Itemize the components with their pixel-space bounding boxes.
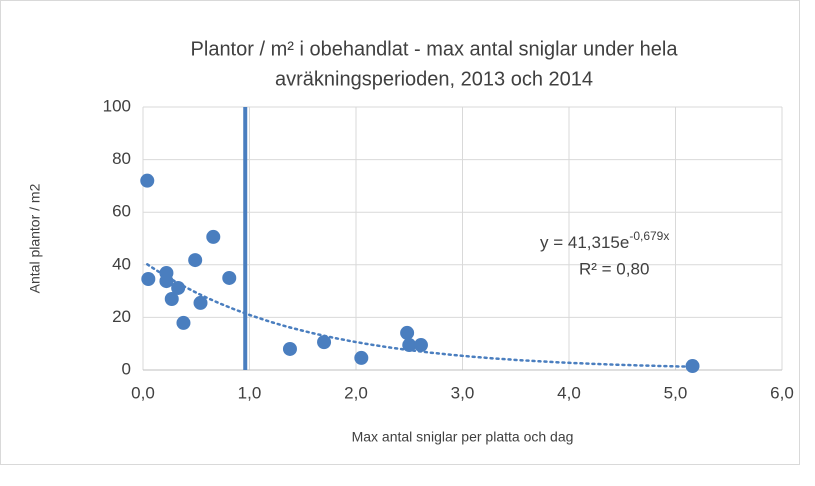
scatter-point <box>282 341 297 356</box>
x-tick-label: 3,0 <box>451 383 475 402</box>
chart-border <box>0 0 800 465</box>
scatter-point <box>164 291 179 306</box>
x-tick-label: 4,0 <box>557 383 581 402</box>
x-axis-label: Max antal sniglar per platta och dag <box>352 429 574 445</box>
scatter-point <box>402 338 417 353</box>
scatter-point <box>400 325 415 340</box>
scatter-point <box>222 270 237 285</box>
scatter-point <box>188 253 203 268</box>
y-axis-label: Antal plantor / m2 <box>27 183 43 293</box>
equation-exponent: -0,679x <box>629 229 669 243</box>
y-tick-label: 0 <box>122 359 131 378</box>
y-tick-label: 20 <box>112 307 131 326</box>
y-tick-label: 100 <box>103 96 131 115</box>
scatter-point <box>176 315 191 330</box>
chart-title: avräkningsperioden, 2013 och 2014 <box>275 68 593 90</box>
scatter-point <box>317 335 332 350</box>
y-tick-label: 60 <box>112 202 131 221</box>
scatter-point <box>141 272 156 287</box>
x-tick-label: 1,0 <box>238 383 262 402</box>
x-tick-label: 0,0 <box>131 383 155 402</box>
r-squared: R² = 0,80 <box>579 259 649 278</box>
equation-base: y = 41,315e <box>540 233 629 252</box>
scatter-point <box>354 350 369 365</box>
scatter-point <box>685 359 700 374</box>
x-tick-label: 6,0 <box>770 383 794 402</box>
scatter-point <box>171 280 186 295</box>
y-tick-label: 40 <box>112 254 131 273</box>
scatter-point <box>206 229 221 244</box>
scatter-point <box>413 338 428 353</box>
x-tick-label: 5,0 <box>664 383 688 402</box>
y-tick-label: 80 <box>112 149 131 168</box>
scatter-point <box>193 295 208 310</box>
chart-title: Plantor / m² i obehandlat - max antal sn… <box>191 38 679 60</box>
trendline-equation: y = 41,315e-0,679x <box>540 229 669 252</box>
scatter-point <box>159 274 174 289</box>
x-tick-label: 2,0 <box>344 383 368 402</box>
scatter-point <box>140 173 155 188</box>
